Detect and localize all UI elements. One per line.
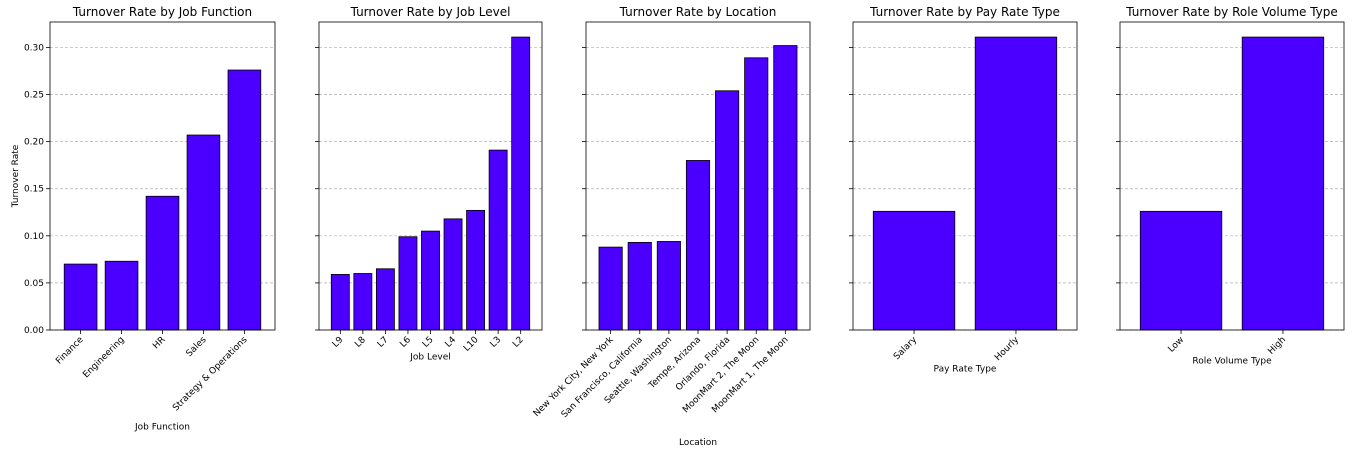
subplot-panels: 0.00 0.05 0.10 0.15 0.20 0.25 0.30 FinanceEngin… (11, 5, 1345, 448)
y-tick-label: 0.20 (24, 138, 44, 148)
bar-l10 (466, 209, 486, 331)
subplot-job-level: L9 L8 L7 L6 L5 L4 L10 L3 L2 Turnover Rate by Job … (315, 5, 543, 363)
y-tick-label: 0.00 (24, 326, 44, 336)
bar-low (1139, 210, 1223, 331)
y-tick-label: 0.05 (24, 279, 44, 289)
x-tick-label: Sales (185, 335, 209, 359)
y-tick-label: 0.10 (24, 232, 44, 242)
bar-finance (63, 263, 98, 331)
bar-hr (145, 195, 180, 331)
x-tick-label: Tempe, Arizona (647, 335, 704, 392)
bar-high (1241, 36, 1325, 331)
y-tick-label: 0.30 (24, 43, 44, 53)
bar-strategy-operations (227, 69, 262, 331)
x-tick-label: HR (151, 335, 167, 351)
bar-salary (872, 210, 956, 331)
x-tick-label: L5 (421, 335, 436, 350)
x-tick-label: L7 (376, 335, 391, 350)
y-tick-label: 0.15 (24, 185, 44, 195)
axes-frame (318, 21, 543, 331)
y-tick-label: 0.25 (24, 91, 44, 101)
x-axis-label: Location (679, 438, 717, 448)
chart-title: Turnover Rate by Job Function (72, 5, 252, 19)
x-axis-label: Pay Rate Type (934, 364, 997, 374)
bar-l6 (398, 236, 418, 331)
chart-title: Turnover Rate by Pay Rate Type (869, 5, 1060, 19)
x-tick-label: L4 (443, 335, 458, 350)
subplot-pay-rate-type: Salary Hourly Turnover Rate by Pay Rate Ty… (849, 5, 1078, 374)
bar-new-york-city-new-york (598, 246, 623, 331)
bar-seattle-washington (656, 241, 681, 331)
chart-title: Turnover Rate by Role Volume Type (1125, 5, 1338, 19)
x-tick-label: Low (1167, 335, 1187, 355)
x-tick-label: Finance (54, 335, 86, 367)
x-tick-label: Orlando, Florida (674, 335, 732, 393)
x-tick-label: Hourly (993, 335, 1021, 363)
x-tick-label: L10 (462, 335, 481, 354)
bar-moonmart-1-the-moon (773, 45, 798, 331)
x-axis-label: Job Level (409, 353, 451, 363)
bar-l7 (375, 268, 395, 331)
chart-title: Turnover Rate by Job Level (350, 5, 511, 19)
bar-l3 (488, 149, 508, 331)
axes-frame (585, 21, 811, 331)
x-tick-label: Salary (892, 335, 920, 363)
bar-l5 (421, 230, 440, 331)
x-tick-label: Strategy & Operations (171, 335, 250, 414)
x-tick-label: L3 (489, 335, 504, 350)
bar-tempe-arizona (685, 160, 711, 331)
x-tick-label: High (1266, 335, 1288, 357)
y-axis-label: Turnover Rate (11, 144, 21, 208)
bar-sales (186, 134, 221, 331)
subplot-role-volume-type: Low High Turnover Rate by Role Volume Type… (1116, 5, 1345, 367)
bar-l8 (353, 273, 373, 331)
bar-l9 (330, 274, 350, 331)
bar-hourly (974, 36, 1058, 331)
bar-moonmart-2-the-moon (744, 57, 769, 331)
axes-frame (49, 21, 276, 331)
bar-san-francisco-california (627, 242, 652, 331)
bar-l2 (511, 36, 531, 331)
bar-orlando-florida (715, 90, 740, 331)
x-axis-label: Role Volume Type (1192, 357, 1272, 367)
x-tick-label: L8 (353, 335, 368, 350)
x-tick-label: L9 (331, 335, 346, 350)
x-tick-label: Engineering (81, 335, 126, 380)
axes-frame (1119, 21, 1345, 331)
chart-title: Turnover Rate by Location (619, 5, 777, 19)
x-tick-label: L6 (398, 335, 413, 350)
bar-engineering (104, 260, 139, 331)
bar-l4 (443, 218, 463, 331)
x-axis-label: Job Function (134, 423, 190, 433)
subplot-job-function: 0.00 0.05 0.10 0.15 0.20 0.25 0.30 FinanceEngin… (11, 5, 276, 433)
x-tick-label: L2 (511, 335, 526, 350)
axes-frame (852, 21, 1078, 331)
